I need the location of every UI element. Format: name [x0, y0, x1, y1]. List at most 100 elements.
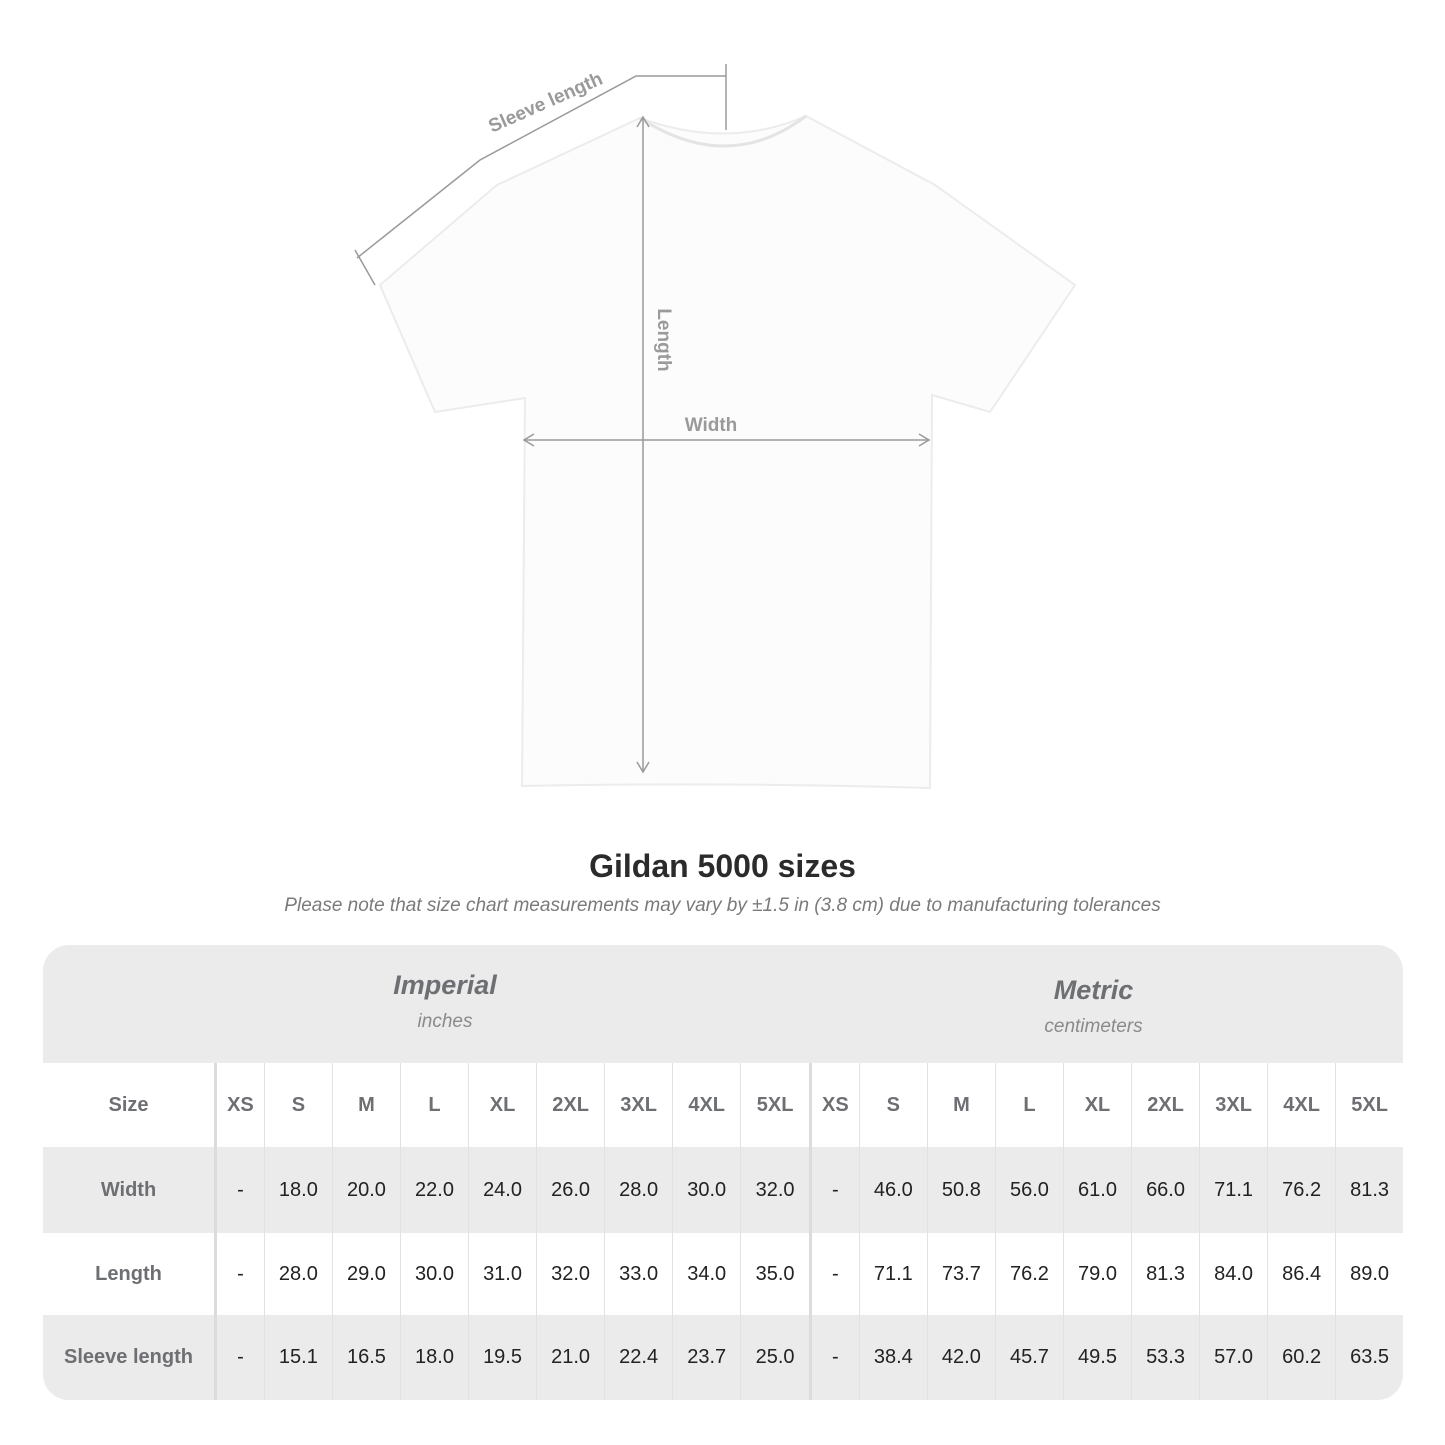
imperial-value-cell: 32.0 — [740, 1147, 811, 1233]
table-row: Length -28.0 29.0 30.0 31.0 32.0 33.0 34.0 35.0-… — [43, 1233, 1403, 1315]
size-header-row: Size XS S M L XL 2XL 3XL 4XL 5XL XS S M L XL 2XL 3XL 4XL 5… — [43, 1063, 1403, 1147]
metric-value-cell: 49.5 — [1062, 1315, 1132, 1400]
imperial-size-header: 4XL — [672, 1063, 741, 1147]
metric-value-cell: 86.4 — [1267, 1233, 1336, 1315]
metric-size-header: 5XL — [1335, 1063, 1403, 1147]
imperial-value-cell: 29.0 — [331, 1233, 401, 1315]
size-label: Size — [43, 1063, 217, 1147]
imperial-title: Imperial — [393, 970, 497, 1000]
metric-size-header: 4XL — [1267, 1063, 1336, 1147]
metric-size-header: S — [858, 1063, 928, 1147]
imperial-value-cell: 24.0 — [468, 1147, 537, 1233]
imperial-size-header: L — [399, 1063, 469, 1147]
imperial-size-header: XL — [468, 1063, 537, 1147]
metric-size-header: 2XL — [1131, 1063, 1200, 1147]
imperial-value-cell: 20.0 — [331, 1147, 401, 1233]
length-arrow-top — [636, 115, 650, 128]
metric-value-cell: 56.0 — [994, 1147, 1064, 1233]
tshirt-shape — [378, 114, 1077, 790]
metric-value-cell: - — [808, 1315, 860, 1400]
imperial-value-cell: 18.0 — [263, 1147, 333, 1233]
imperial-value-cell: 15.1 — [263, 1315, 333, 1400]
metric-value-cell: 45.7 — [994, 1315, 1064, 1400]
imperial-size-header: 3XL — [604, 1063, 673, 1147]
width-label: Width — [685, 415, 738, 436]
metric-size-header: 3XL — [1199, 1063, 1268, 1147]
imperial-value-cell: 23.7 — [672, 1315, 741, 1400]
imperial-size-header: S — [263, 1063, 333, 1147]
metric-value-cell: 76.2 — [994, 1233, 1064, 1315]
imperial-value-cell: - — [215, 1233, 265, 1315]
metric-value-cell: - — [808, 1233, 860, 1315]
imperial-value-cell: 32.0 — [536, 1233, 605, 1315]
sleeve-tick-left — [354, 249, 376, 286]
imperial-value-cell: 16.5 — [331, 1315, 401, 1400]
imperial-size-header: M — [331, 1063, 401, 1147]
row-label: Length — [43, 1233, 217, 1315]
imperial-value-cell: 30.0 — [672, 1147, 741, 1233]
imperial-size-header: 5XL — [740, 1063, 811, 1147]
imperial-unit: inches — [417, 1011, 473, 1032]
metric-value-cell: 81.3 — [1335, 1147, 1403, 1233]
sleeve-line — [356, 75, 726, 259]
imperial-value-cell: 28.0 — [263, 1233, 333, 1315]
width-arrow-right — [918, 433, 931, 447]
table-row: Sleeve length -15.1 16.5 18.0 19.5 21.0 22.4 23… — [43, 1315, 1403, 1400]
imperial-value-cell: 31.0 — [468, 1233, 537, 1315]
metric-size-header: XL — [1062, 1063, 1132, 1147]
metric-value-cell: 63.5 — [1335, 1315, 1403, 1400]
imperial-value-cell: 30.0 — [399, 1233, 469, 1315]
tshirt-collar — [639, 114, 807, 148]
metric-value-cell: 50.8 — [926, 1147, 996, 1233]
chart-title: Gildan 5000 sizes — [589, 848, 856, 884]
length-label: Length — [653, 308, 674, 371]
table-row: Width -18.0 20.0 22.0 24.0 26.0 28.0 30.0 32.0-4… — [43, 1147, 1403, 1233]
sleeve-label: Sleeve length — [486, 68, 606, 137]
width-arrow-left — [522, 433, 535, 447]
imperial-value-cell: 28.0 — [604, 1147, 673, 1233]
metric-value-cell: 61.0 — [1062, 1147, 1132, 1233]
metric-header: Metric centimeters — [861, 975, 1326, 1093]
imperial-size-header: 2XL — [536, 1063, 605, 1147]
metric-value-cell: 71.1 — [1199, 1147, 1268, 1233]
metric-value-cell: 60.2 — [1267, 1315, 1336, 1400]
metric-value-cell: 81.3 — [1131, 1233, 1200, 1315]
tolerance-note: Please note that size chart measurements… — [284, 895, 1161, 916]
metric-value-cell: 89.0 — [1335, 1233, 1403, 1315]
imperial-value-cell: - — [215, 1147, 265, 1233]
metric-unit: centimeters — [1044, 1016, 1143, 1037]
imperial-value-cell: - — [215, 1315, 265, 1400]
imperial-value-cell: 21.0 — [536, 1315, 605, 1400]
metric-title: Metric — [1053, 975, 1134, 1005]
metric-size-header: XS — [808, 1063, 860, 1147]
metric-value-cell: 71.1 — [858, 1233, 928, 1315]
metric-value-cell: 57.0 — [1199, 1315, 1268, 1400]
row-label: Sleeve length — [43, 1315, 217, 1400]
metric-value-cell: 79.0 — [1062, 1233, 1132, 1315]
imperial-value-cell: 26.0 — [536, 1147, 605, 1233]
imperial-value-cell: 35.0 — [740, 1233, 811, 1315]
metric-value-cell: - — [808, 1147, 860, 1233]
metric-value-cell: 73.7 — [926, 1233, 996, 1315]
metric-size-header: L — [994, 1063, 1064, 1147]
metric-value-cell: 38.4 — [858, 1315, 928, 1400]
length-arrow-bottom — [636, 761, 650, 774]
imperial-value-cell: 22.4 — [604, 1315, 673, 1400]
imperial-value-cell: 22.0 — [399, 1147, 469, 1233]
imperial-value-cell: 34.0 — [672, 1233, 741, 1315]
metric-value-cell: 46.0 — [858, 1147, 928, 1233]
imperial-header: Imperial inches — [215, 970, 675, 1088]
imperial-value-cell: 33.0 — [604, 1233, 673, 1315]
metric-value-cell: 42.0 — [926, 1315, 996, 1400]
imperial-value-cell: 19.5 — [468, 1315, 537, 1400]
metric-value-cell: 84.0 — [1199, 1233, 1268, 1315]
row-label: Width — [43, 1147, 217, 1233]
size-table: Size XS S M L XL 2XL 3XL 4XL 5XL XS S M L XL 2XL 3XL 4XL 5… — [43, 1063, 1403, 1400]
metric-value-cell: 66.0 — [1131, 1147, 1200, 1233]
metric-size-header: M — [926, 1063, 996, 1147]
tshirt-diagram: Sleeve length Length Width — [354, 64, 1077, 790]
metric-value-cell: 76.2 — [1267, 1147, 1336, 1233]
imperial-value-cell: 25.0 — [740, 1315, 811, 1400]
imperial-value-cell: 18.0 — [399, 1315, 469, 1400]
imperial-size-header: XS — [215, 1063, 265, 1147]
